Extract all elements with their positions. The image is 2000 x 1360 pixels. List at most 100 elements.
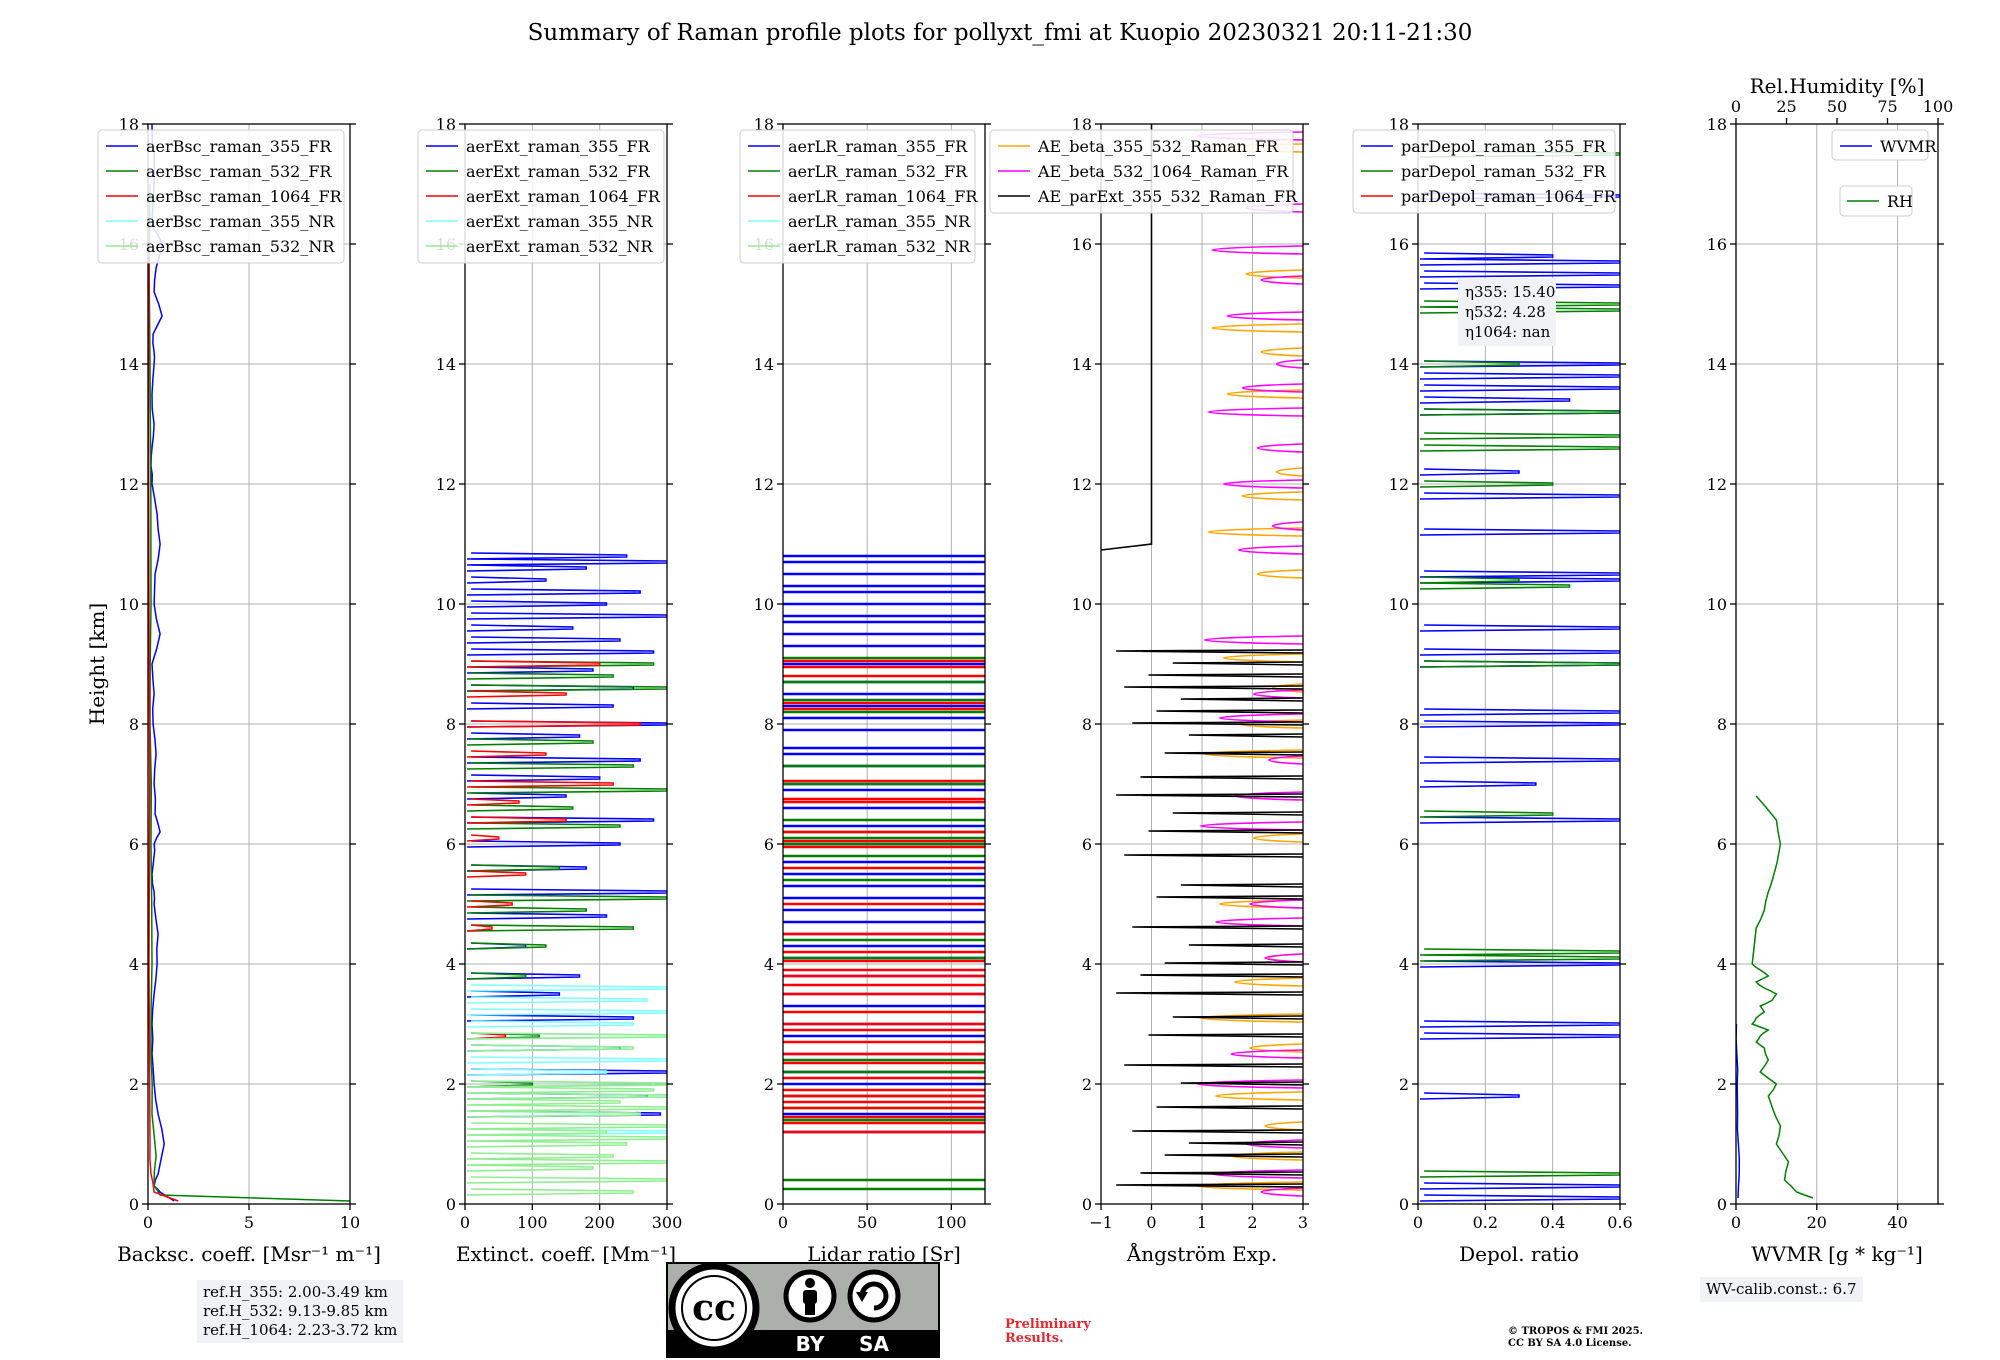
series-pardepol-raman-355-fr-line <box>1419 576 1620 584</box>
series-aerext-raman-532-nr-line <box>466 1086 655 1094</box>
series-ae-beta-355-532-raman-fr-loop <box>1215 1091 1303 1101</box>
series-aerext-raman-532-nr-spike <box>466 1092 667 1100</box>
series-aerext-raman-355-nr-spike <box>466 1068 608 1076</box>
series-aerext-raman-532-fr-line <box>466 942 547 950</box>
x-tick-label: 50 <box>857 1213 877 1232</box>
series-pardepol-raman-532-fr-spike <box>1419 1170 1620 1178</box>
eta-box: η355: 15.40 η532: 4.28 η1064: nan <box>1458 278 1556 346</box>
y-tick-label: 6 <box>1717 835 1727 854</box>
y-tick-label: 16 <box>1389 235 1409 254</box>
y-tick-label: 12 <box>436 475 456 494</box>
legend-label: parDepol_raman_1064_FR <box>1401 187 1617 206</box>
series-aerext-raman-355-fr-spike <box>466 576 547 584</box>
series-aerext-raman-1064-fr-line <box>466 924 493 932</box>
series-aerext-raman-532-nr-spike <box>466 1086 655 1094</box>
series-aerext-raman-1064-fr-line <box>466 798 520 806</box>
series-aerext-raman-355-fr-line <box>466 732 581 740</box>
by-label: BY <box>796 1332 825 1356</box>
series-aerext-raman-532-nr-line <box>466 1140 628 1148</box>
series-ae-parext-355-532-raman-fr-step <box>1172 1015 1303 1020</box>
series-aerext-raman-532-nr-line <box>466 1104 667 1112</box>
series-aerext-raman-532-nr-line <box>466 1110 641 1118</box>
y-tick-label: 0 <box>1717 1195 1727 1214</box>
series-aerext-raman-532-nr-line <box>466 1164 594 1172</box>
series-pardepol-raman-355-fr-line <box>1419 270 1620 278</box>
series-aerext-raman-355-nr-line <box>466 1056 667 1064</box>
y-tick-label: 14 <box>1707 355 1727 374</box>
series-pardepol-raman-355-fr-spike <box>1419 648 1620 656</box>
series-ae-parext-355-532-raman-fr-upper <box>1101 124 1153 551</box>
series-aerext-raman-532-nr-spike <box>466 1188 635 1196</box>
plot-frame <box>782 123 986 1205</box>
series-pardepol-raman-355-fr-line <box>1419 1092 1520 1100</box>
series-aerext-raman-532-fr-spike <box>466 738 594 746</box>
series-aerext-raman-1064-fr-line <box>466 870 527 878</box>
series-ae-beta-532-1064-raman-fr-loop <box>1230 1049 1303 1059</box>
series-aerext-raman-532-fr-line <box>466 972 527 980</box>
series-pardepol-raman-355-fr-line <box>1419 756 1620 764</box>
series-ae-beta-355-532-raman-fr-loop <box>1234 977 1303 987</box>
x-axis-label: Depol. ratio <box>1459 1242 1579 1266</box>
x-tick-label: 20 <box>1807 1213 1827 1232</box>
series-aerext-raman-532-fr-spike <box>466 864 561 872</box>
x-tick-label: 0 <box>1413 1213 1423 1232</box>
series-aerext-raman-355-fr-line <box>466 588 641 596</box>
series-pardepol-raman-355-fr-line <box>1419 372 1620 380</box>
y-tick-label: 14 <box>1389 355 1409 374</box>
series-ae-beta-532-1064-raman-fr-loop <box>1204 635 1303 645</box>
y-tick-label: 8 <box>1082 715 1092 734</box>
series-pardepol-raman-532-fr-line <box>1419 582 1571 590</box>
y-tick-label: 10 <box>119 595 139 614</box>
series-ae-beta-532-1064-raman-fr-loop <box>1207 407 1303 417</box>
legend-label: aerExt_raman_532_FR <box>466 162 651 181</box>
plot-frame <box>1735 123 1939 1205</box>
legend: WVMR RH <box>1831 129 1937 217</box>
series-aerext-raman-355-fr-spike <box>466 816 655 824</box>
top-tick-label: 0 <box>1731 97 1741 116</box>
series-aerext-raman-532-fr-line <box>466 672 614 680</box>
series-ae-parext-355-532-raman-fr-step <box>1116 793 1303 798</box>
chart-panel-2: 0246810121416180100200300Extinct. coeff.… <box>417 115 682 1266</box>
cc-logo-text: cc <box>692 1287 736 1329</box>
y-tick-label: 10 <box>436 595 456 614</box>
series-aerext-raman-532-fr-spike <box>466 942 547 950</box>
y-tick-label: 2 <box>1717 1075 1727 1094</box>
y-tick-label: 4 <box>1399 955 1409 974</box>
series-pardepol-raman-355-fr-line <box>1419 1020 1620 1028</box>
series-ae-beta-532-1064-raman-fr-loop <box>1252 689 1303 699</box>
legend-box <box>739 129 976 264</box>
legend-label: WVMR <box>1880 137 1937 156</box>
y-tick-label: 18 <box>754 115 774 134</box>
y-tick-label: 16 <box>1707 235 1727 254</box>
series-ae-beta-355-532-raman-fr-loop <box>1260 347 1303 357</box>
series-aerext-raman-355-fr-line <box>466 1014 635 1022</box>
series-aerext-raman-532-fr-line <box>466 738 594 746</box>
y-tick-label: 4 <box>1082 955 1092 974</box>
series-aerext-raman-1064-fr-spike <box>466 870 527 878</box>
eta-value: η355: 15.40 <box>1465 283 1555 301</box>
x-tick-label: 10 <box>340 1213 360 1232</box>
legend-box <box>989 129 1294 214</box>
series-pardepol-raman-355-fr-spike <box>1419 816 1620 824</box>
series-ae-parext-355-532-raman-fr-step <box>1116 991 1303 996</box>
legend-box <box>1352 129 1616 214</box>
series-pardepol-raman-532-fr-spike <box>1419 576 1520 584</box>
y-tick-label: 0 <box>764 1195 774 1214</box>
series-pardepol-raman-355-fr-spike <box>1419 1092 1520 1100</box>
legend-label: parDepol_raman_355_FR <box>1401 137 1607 156</box>
series-ae-parext-355-532-raman-fr-step <box>1148 673 1303 678</box>
series-pardepol-raman-355-fr-spike <box>1419 570 1620 578</box>
series-ae-parext-355-532-raman-fr-step <box>1116 649 1303 654</box>
legend: AE_beta_355_532_Raman_FR AE_beta_532_1064… <box>989 129 1298 214</box>
series-aerext-raman-532-nr-spike <box>466 1122 667 1130</box>
series-pardepol-raman-355-fr-spike <box>1419 468 1520 476</box>
y-tick-label: 2 <box>764 1075 774 1094</box>
series-pardepol-raman-532-fr-spike <box>1419 810 1554 818</box>
series-ae-beta-355-532-raman-fr-loop <box>1252 833 1303 843</box>
series-aerext-raman-532-nr-line <box>466 1188 635 1196</box>
y-tick-label: 18 <box>119 115 139 134</box>
y-tick-label: 14 <box>436 355 456 374</box>
series-ae-beta-355-532-raman-fr-loop <box>1264 1121 1303 1131</box>
series-pardepol-raman-355-fr-spike <box>1419 1182 1620 1190</box>
